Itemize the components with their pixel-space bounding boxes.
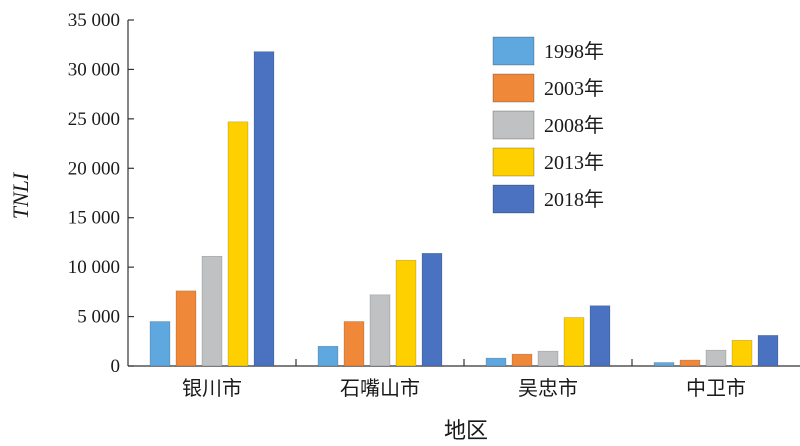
x-category-label: 中卫市 [686, 376, 746, 400]
legend-swatch [492, 110, 535, 140]
bar [537, 350, 559, 367]
x-category-label: 吴忠市 [518, 376, 578, 400]
y-tick-label: 15 000 [68, 208, 120, 229]
y-tick-label: 0 [111, 356, 121, 377]
bar [369, 294, 391, 367]
bar [421, 253, 443, 367]
bar [227, 121, 249, 367]
legend-swatch [492, 184, 535, 214]
x-axis-title: 地区 [444, 419, 488, 444]
bar [653, 362, 675, 367]
y-tick-label: 10 000 [68, 257, 120, 278]
y-axis-title: TNLI [8, 171, 33, 219]
bar [175, 290, 197, 367]
legend-label: 2003年 [544, 77, 604, 100]
y-tick-label: 35 000 [68, 10, 120, 31]
bar [563, 317, 585, 367]
legend-swatch [492, 147, 535, 177]
legend-label: 2008年 [544, 114, 604, 137]
legend-swatch [492, 36, 535, 66]
bar [731, 339, 753, 367]
x-category-label: 石嘴山市 [340, 376, 420, 400]
y-axis: 0 5 000 10 000 15 000 20 000 25 000 30 000 35 0… [68, 10, 134, 377]
legend-swatch [492, 73, 535, 103]
y-tick-label: 25 000 [68, 109, 120, 130]
bar [317, 345, 339, 367]
bar [705, 349, 727, 367]
x-category-label: 银川市 [182, 376, 242, 400]
bar [757, 335, 779, 367]
y-tick-label: 5 000 [77, 307, 120, 328]
legend-label: 2013年 [544, 151, 604, 174]
bars [149, 51, 779, 367]
bar [589, 305, 611, 367]
y-tick-label: 30 000 [68, 59, 120, 80]
legend-label: 2018年 [544, 188, 604, 211]
bar [395, 259, 417, 367]
bar [485, 357, 507, 367]
bar [343, 321, 365, 367]
bar [511, 353, 533, 367]
bar [679, 359, 701, 367]
bar [201, 255, 223, 367]
bar [149, 321, 171, 367]
y-tick-label: 20 000 [68, 158, 120, 179]
legend-label: 1998年 [544, 40, 604, 63]
legend: 1998年 2003年 2008年 2013年 2018年 [492, 36, 604, 214]
bar [253, 51, 275, 367]
